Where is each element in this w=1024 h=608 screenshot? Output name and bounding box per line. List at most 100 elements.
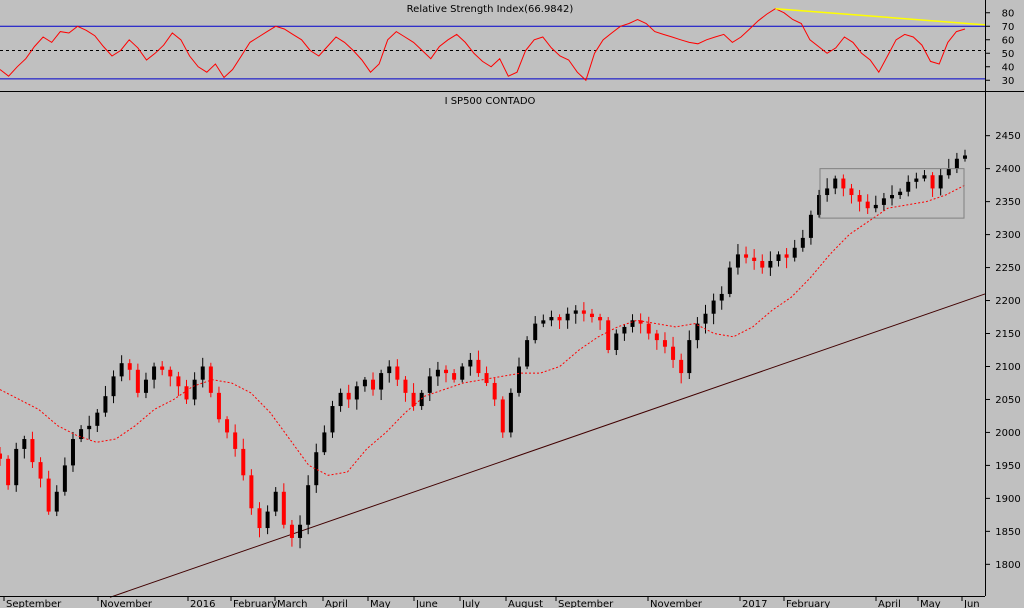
candle-body	[557, 317, 562, 321]
candle-body	[427, 376, 432, 393]
rsi-series-line	[0, 8, 966, 82]
candle-body	[79, 429, 84, 440]
candle-body	[841, 178, 846, 189]
candle-body	[330, 406, 335, 433]
rsi-tick-label: 40	[1002, 62, 1015, 73]
candle-body	[654, 333, 659, 341]
price-panel: I SP500 CONTADO 1800 1850 1900 1950 2000 2050…	[0, 96, 1021, 598]
candle-body	[354, 386, 359, 400]
candle-body	[54, 491, 59, 512]
candle-body	[127, 363, 132, 370]
candle-body	[476, 359, 481, 374]
candle-body	[500, 399, 505, 433]
price-tick-label: 2100	[995, 362, 1020, 373]
candle-body	[30, 439, 35, 463]
candle-body	[630, 320, 635, 327]
candle-body	[184, 386, 189, 400]
price-trendline	[109, 293, 986, 598]
rsi-tick-label: 80	[1002, 8, 1015, 19]
candle-body	[792, 247, 797, 258]
x-tick-label: November	[100, 599, 153, 608]
price-tick-label: 2200	[995, 296, 1020, 307]
candle-body	[176, 376, 181, 387]
price-tick-label: 1900	[995, 494, 1020, 505]
price-candles	[0, 149, 967, 549]
candle-body	[22, 439, 27, 449]
candle-body	[38, 462, 43, 479]
candle-body	[679, 359, 684, 374]
x-tick-label: September	[558, 599, 614, 608]
consolidation-box	[819, 168, 965, 219]
candle-body	[808, 214, 813, 238]
candle-body	[160, 366, 165, 370]
candle-body	[516, 366, 521, 393]
candle-body	[419, 392, 424, 407]
candle-body	[152, 366, 157, 380]
candle-body	[565, 313, 570, 321]
candle-body	[435, 369, 440, 377]
candle-body	[379, 373, 384, 390]
candle-body	[963, 155, 967, 159]
candle-body	[371, 379, 376, 390]
rsi-tick-label: 70	[1002, 22, 1015, 33]
candle-body	[208, 366, 213, 393]
price-title: I SP500 CONTADO	[445, 96, 536, 107]
candle-body	[752, 257, 757, 261]
candle-body	[492, 382, 497, 400]
x-tick-label: February	[233, 599, 277, 608]
candle-body	[257, 508, 262, 529]
candle-body	[289, 524, 294, 538]
candle-body	[111, 376, 116, 397]
candle-body	[484, 373, 489, 383]
candle-body	[719, 293, 724, 301]
candle-body	[598, 317, 603, 321]
candle-body	[800, 237, 805, 248]
candle-body	[298, 524, 303, 538]
candle-body	[938, 175, 943, 189]
rsi-tick-label: 50	[1002, 49, 1015, 60]
candle-body	[338, 392, 343, 407]
candle-body	[638, 320, 643, 324]
x-tick-label: May	[920, 599, 941, 608]
candle-body	[95, 412, 100, 426]
candle-body	[14, 448, 19, 486]
rsi-tick-label: 60	[1002, 35, 1015, 46]
candle-body	[322, 432, 327, 453]
candle-body	[614, 333, 619, 350]
x-tick-label: February	[786, 599, 830, 608]
candle-body	[87, 425, 92, 430]
rsi-plot-area	[0, 0, 985, 91]
candle-body	[0, 453, 2, 459]
price-tick-label: 2300	[995, 230, 1020, 241]
x-tick-label: June	[415, 599, 438, 608]
candle-body	[6, 458, 11, 486]
candle-body	[403, 379, 408, 393]
rsi-panel: Relative Strength Index(66.9842) 30 40 50 6…	[0, 0, 1014, 91]
candle-body	[768, 260, 773, 268]
candle-body	[135, 369, 140, 393]
price-tick-label: 1850	[995, 527, 1020, 538]
candle-body	[62, 465, 67, 492]
x-tick-label: July	[461, 599, 480, 608]
x-tick-label: September	[6, 599, 62, 608]
candle-body	[573, 310, 578, 314]
x-tick-label: 2016	[190, 599, 215, 608]
candle-body	[881, 198, 886, 205]
candle-body	[103, 396, 108, 413]
rsi-reference-lines	[0, 25, 985, 80]
candle-body	[273, 491, 278, 512]
candle-body	[249, 475, 254, 509]
candle-body	[346, 392, 351, 400]
candle-body	[549, 317, 554, 321]
candle-body	[533, 323, 538, 341]
x-tick-label: August	[508, 599, 543, 608]
candle-body	[606, 320, 611, 350]
candle-body	[671, 346, 676, 360]
candle-body	[143, 379, 148, 393]
price-tick-label: 1950	[995, 461, 1020, 472]
price-y-axis: 1800 1850 1900 1950 2000 2050 2100 2150 2200 2250…	[985, 131, 1021, 571]
rsi-trendline	[775, 7, 986, 26]
candle-body	[873, 204, 878, 209]
candle-body	[265, 511, 270, 529]
